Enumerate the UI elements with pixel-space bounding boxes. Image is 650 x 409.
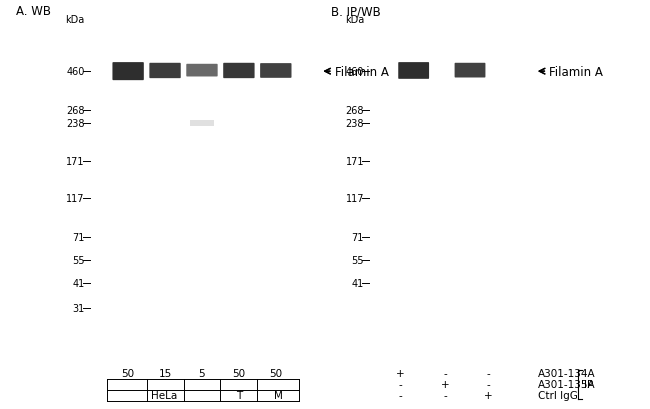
Text: A. WB: A. WB xyxy=(16,5,51,18)
Text: 41: 41 xyxy=(352,279,364,289)
Text: +: + xyxy=(484,391,493,400)
Text: +: + xyxy=(396,369,405,378)
Text: kDa: kDa xyxy=(65,15,84,25)
Text: 117: 117 xyxy=(66,193,84,204)
Text: 238: 238 xyxy=(66,119,84,128)
Text: T: T xyxy=(236,390,242,400)
Text: -: - xyxy=(443,369,447,378)
Text: 50: 50 xyxy=(232,369,246,378)
Text: Filamin A: Filamin A xyxy=(335,65,389,79)
Text: Filamin A: Filamin A xyxy=(549,65,603,79)
Text: 117: 117 xyxy=(346,193,364,204)
Text: A301-134A: A301-134A xyxy=(538,369,596,378)
Text: 50: 50 xyxy=(122,369,135,378)
FancyBboxPatch shape xyxy=(223,64,255,79)
Text: 55: 55 xyxy=(72,255,84,265)
Text: 238: 238 xyxy=(346,119,364,128)
Text: 71: 71 xyxy=(352,232,364,242)
Bar xyxy=(190,121,213,127)
Text: -: - xyxy=(443,391,447,400)
FancyBboxPatch shape xyxy=(150,64,181,79)
Text: kDa: kDa xyxy=(344,15,364,25)
Text: 268: 268 xyxy=(346,105,364,115)
Text: -: - xyxy=(486,380,490,389)
Text: M: M xyxy=(274,390,283,400)
FancyBboxPatch shape xyxy=(454,64,486,78)
Text: IP: IP xyxy=(584,380,593,389)
Text: HeLa: HeLa xyxy=(151,390,177,400)
FancyBboxPatch shape xyxy=(398,63,429,80)
Text: -: - xyxy=(398,380,402,389)
Text: 268: 268 xyxy=(66,105,84,115)
Text: 171: 171 xyxy=(346,157,364,167)
Text: 15: 15 xyxy=(159,369,172,378)
Text: 31: 31 xyxy=(72,303,84,314)
Text: 55: 55 xyxy=(352,255,364,265)
Text: -: - xyxy=(486,369,490,378)
Text: B. IP/WB: B. IP/WB xyxy=(332,5,382,18)
Text: 171: 171 xyxy=(66,157,84,167)
Text: 5: 5 xyxy=(199,369,205,378)
FancyBboxPatch shape xyxy=(112,63,144,81)
FancyBboxPatch shape xyxy=(260,64,291,79)
Text: +: + xyxy=(441,380,449,389)
FancyBboxPatch shape xyxy=(187,65,218,77)
Text: 460: 460 xyxy=(346,67,364,77)
Text: A301-135A: A301-135A xyxy=(538,380,596,389)
Text: 71: 71 xyxy=(72,232,84,242)
Text: -: - xyxy=(398,391,402,400)
Text: Ctrl IgG: Ctrl IgG xyxy=(538,391,578,400)
Text: 50: 50 xyxy=(269,369,282,378)
Text: 41: 41 xyxy=(72,279,84,289)
Text: 460: 460 xyxy=(66,67,84,77)
